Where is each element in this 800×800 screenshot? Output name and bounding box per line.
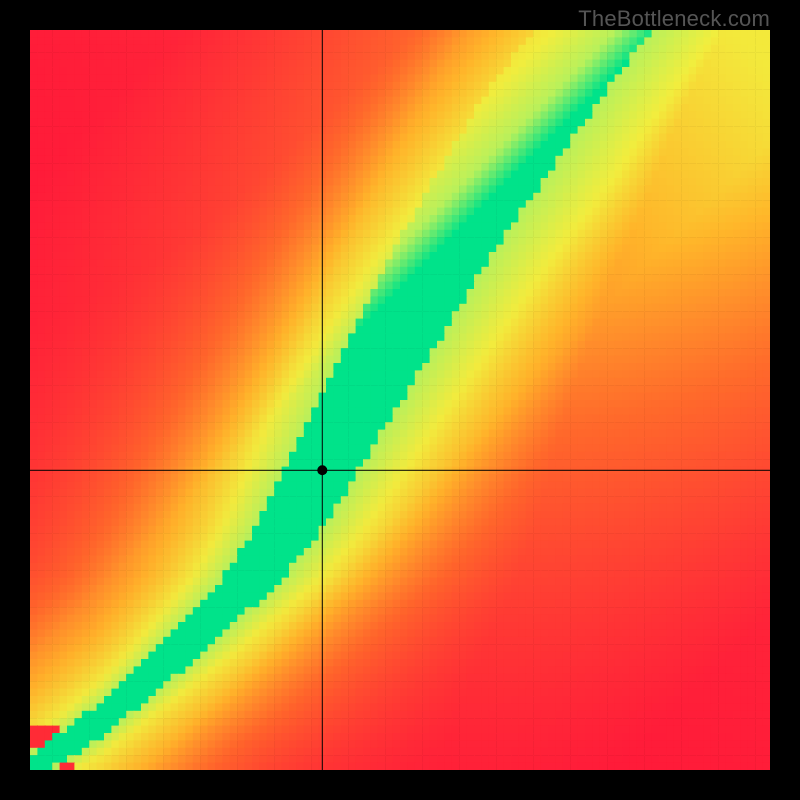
watermark-label: TheBottleneck.com xyxy=(578,6,770,32)
bottleneck-heatmap xyxy=(30,30,770,770)
chart-container: TheBottleneck.com xyxy=(0,0,800,800)
